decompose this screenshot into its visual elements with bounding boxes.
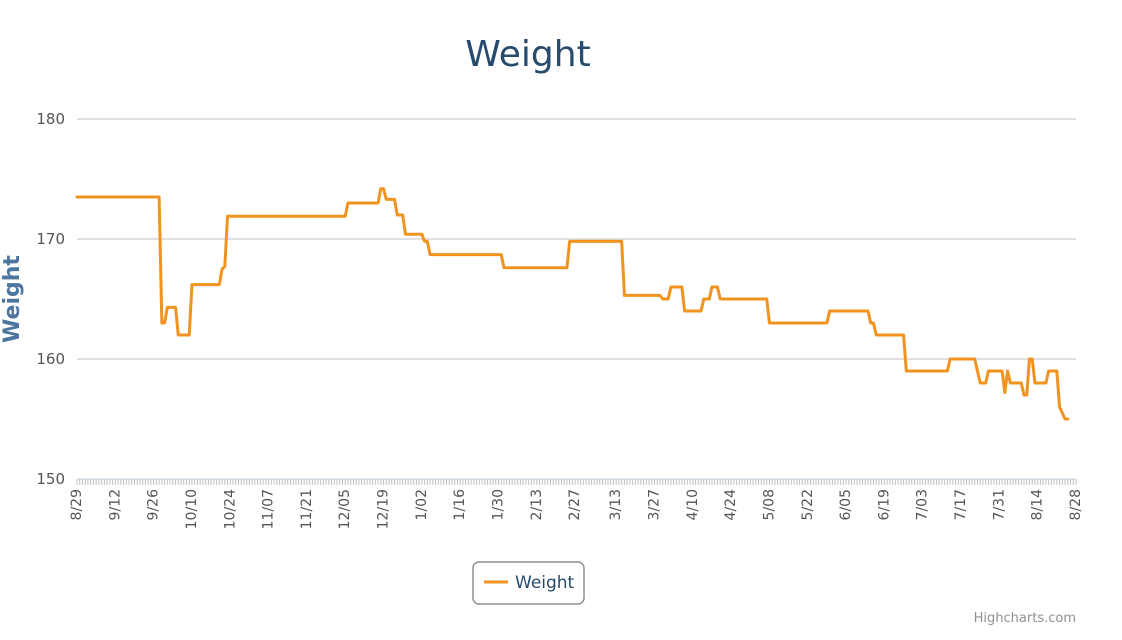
x-tick-label: 3/13 [608, 489, 624, 520]
y-tick-label: 180 [36, 110, 65, 128]
x-tick-label: 11/07 [261, 489, 277, 529]
x-tick-label: 7/03 [915, 489, 931, 520]
legend-box[interactable] [472, 561, 585, 605]
x-tick-label: 10/10 [184, 489, 200, 529]
y-tick-label: 160 [36, 350, 65, 368]
x-tick-label: 8/28 [1068, 489, 1084, 520]
x-axis-minor-ticks [76, 479, 1077, 485]
x-tick-label: 7/17 [953, 489, 969, 520]
x-tick-label: 12/19 [376, 489, 392, 529]
x-tick-label: 12/05 [337, 489, 353, 529]
x-tick-label: 9/26 [146, 489, 162, 521]
x-axis-ticks: 8/29 9/12 9/26 10/10 10/24 11/07 11/21 12/05 12/… [69, 489, 1084, 529]
credits-link[interactable]: Highcharts.com [974, 611, 1076, 626]
x-tick-label: 8/14 [1030, 489, 1046, 521]
x-tick-label: 4/24 [723, 489, 739, 521]
x-axis-day-ticks [76, 479, 1077, 485]
x-tick-label: 8/29 [69, 489, 85, 520]
x-tick-label: 4/10 [685, 489, 701, 520]
y-axis-label: Weight [0, 255, 25, 343]
x-tick-label: 10/24 [222, 489, 238, 529]
series-layer [75, 187, 1070, 421]
x-tick-label: 6/05 [838, 489, 854, 520]
x-tick-label: 2/13 [529, 489, 545, 520]
x-tick-label: 5/08 [761, 489, 777, 520]
x-tick-label: 11/21 [299, 489, 315, 529]
y-tick-label: 170 [36, 230, 65, 248]
legend[interactable]: Weight [472, 561, 585, 605]
chart-title: Weight [465, 34, 590, 75]
y-axis-ticks: 150 160 170 180 [36, 110, 65, 488]
x-tick-label: 1/30 [490, 489, 506, 520]
series-line-weight[interactable] [75, 187, 1070, 421]
x-tick-label: 6/19 [876, 489, 892, 520]
x-tick-label: 1/02 [414, 489, 430, 520]
x-tick-label: 2/27 [567, 489, 583, 520]
x-tick-label: 3/27 [647, 489, 663, 520]
x-tick-label: 1/16 [452, 489, 468, 521]
x-tick-label: 9/12 [107, 489, 123, 520]
x-tick-label: 5/22 [800, 489, 816, 520]
grid-lines [77, 118, 1076, 480]
y-tick-label: 150 [36, 470, 65, 488]
x-tick-label: 7/31 [991, 489, 1007, 520]
legend-label-weight[interactable]: Weight [515, 573, 575, 593]
